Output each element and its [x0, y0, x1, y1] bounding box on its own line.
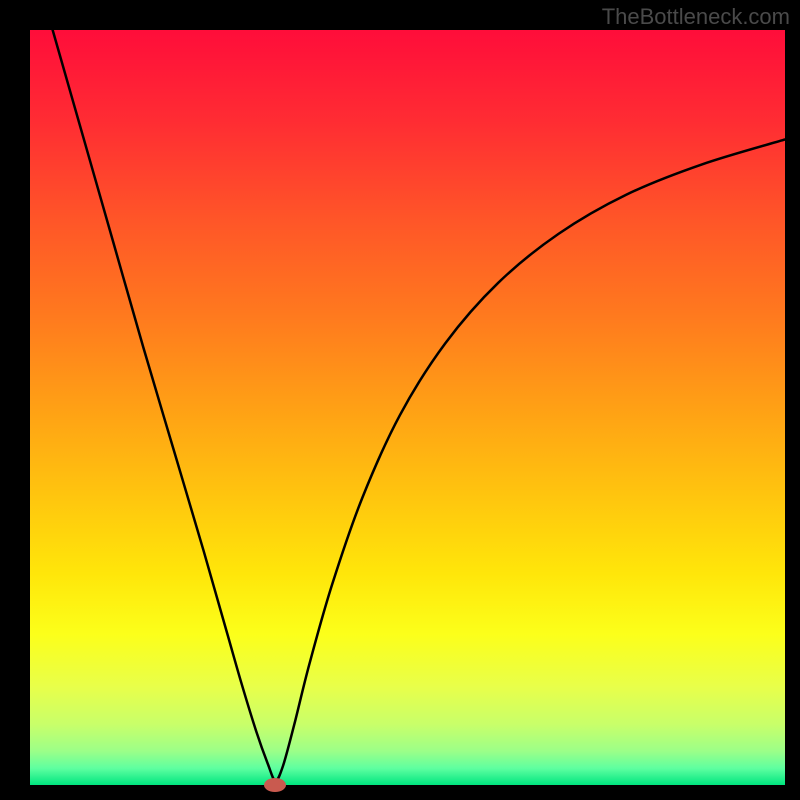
bottleneck-curve	[30, 30, 785, 785]
plot-area	[30, 30, 785, 785]
minimum-marker	[264, 778, 286, 792]
curve-path	[53, 30, 785, 780]
watermark-text: TheBottleneck.com	[602, 4, 790, 30]
